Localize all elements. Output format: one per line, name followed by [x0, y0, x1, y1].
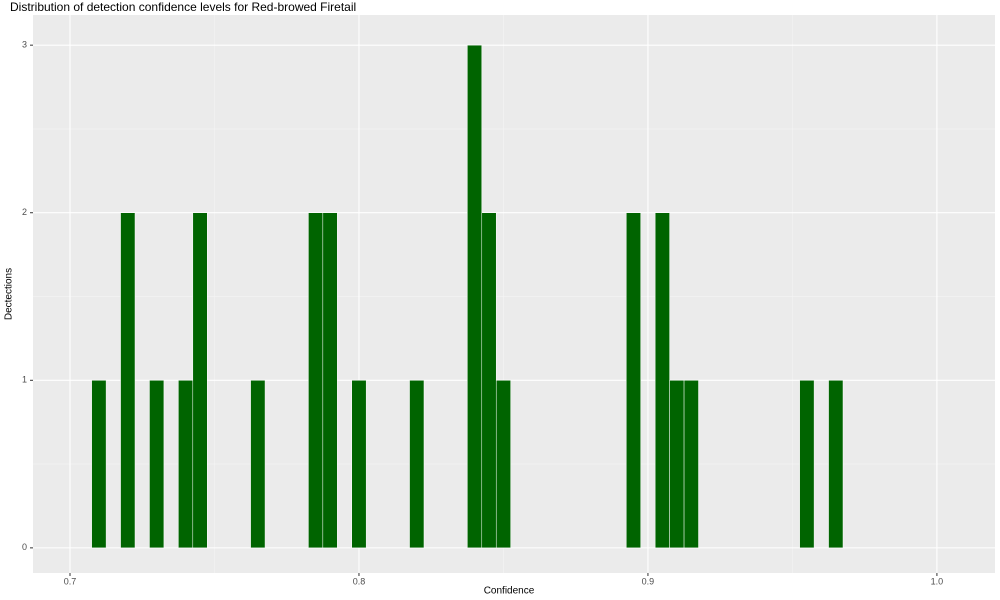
bar — [626, 212, 641, 549]
y-tick-label: 2 — [22, 207, 27, 217]
bar — [91, 380, 107, 549]
bar — [351, 380, 367, 549]
bar — [495, 380, 511, 549]
chart-title: Distribution of detection confidence lev… — [10, 0, 356, 14]
bar — [322, 212, 338, 549]
bar — [409, 380, 425, 549]
bar — [654, 212, 670, 549]
x-tick-label: 1.0 — [931, 576, 944, 586]
panel — [33, 15, 995, 573]
bar — [192, 212, 208, 549]
y-tick-label: 1 — [22, 375, 27, 385]
bar — [799, 380, 815, 549]
bar — [467, 44, 483, 549]
y-axis-label: Dectections — [4, 268, 15, 320]
y-tick-label: 0 — [22, 542, 27, 552]
bar — [481, 212, 497, 549]
bar — [149, 380, 165, 549]
bar — [308, 212, 324, 549]
bar — [120, 212, 136, 549]
x-tick-label: 0.7 — [64, 576, 77, 586]
bar — [683, 380, 699, 549]
x-axis-label: Confidence — [484, 586, 535, 597]
y-tick-label: 3 — [22, 40, 27, 50]
x-tick-label: 0.8 — [353, 576, 366, 586]
bar — [828, 380, 844, 549]
bar — [669, 380, 685, 549]
bar — [250, 380, 266, 549]
bar — [178, 380, 194, 549]
x-tick-label: 0.9 — [642, 576, 655, 586]
